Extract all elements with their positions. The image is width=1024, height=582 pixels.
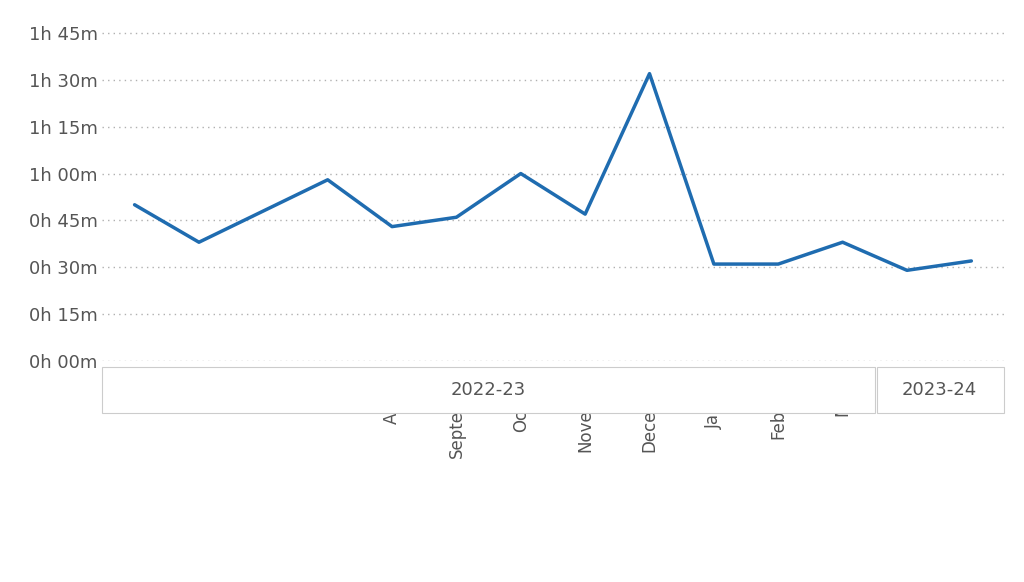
Text: 2023-24: 2023-24 (901, 381, 977, 399)
Text: 2022-23: 2022-23 (451, 381, 526, 399)
